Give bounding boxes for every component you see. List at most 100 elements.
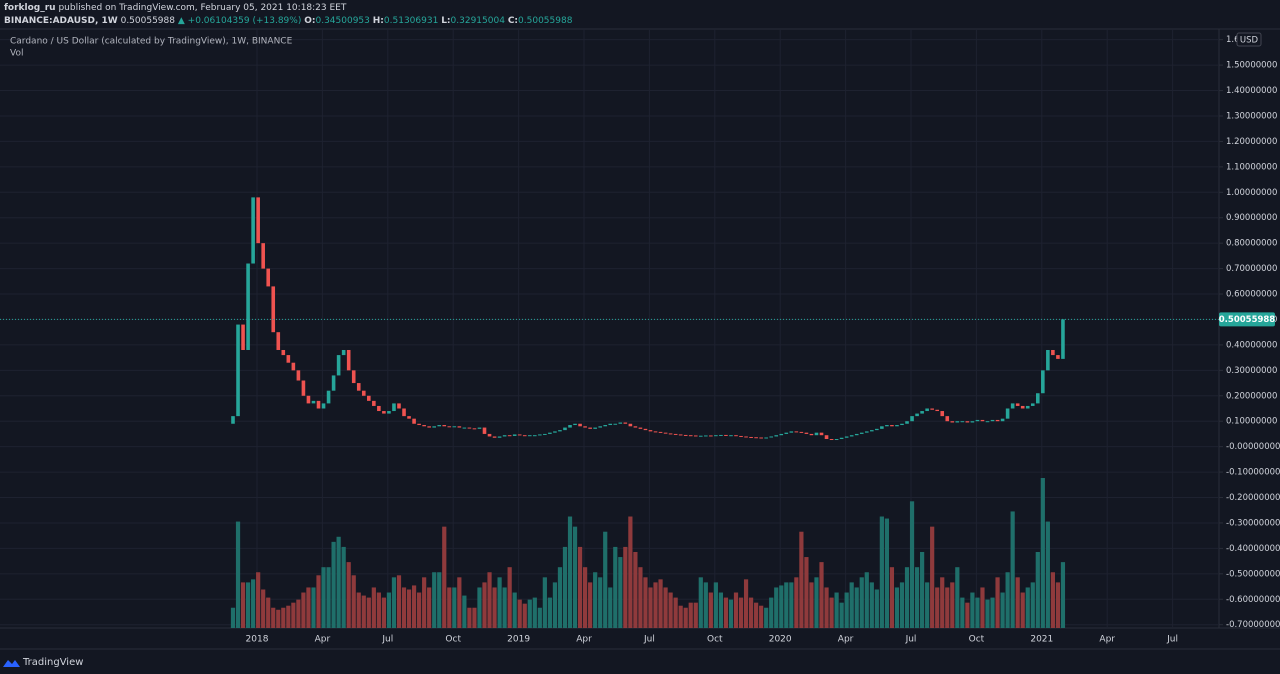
candle [950,421,955,423]
volume-bar [718,592,724,628]
currency: USD [1240,36,1259,46]
candle [890,425,894,427]
volume-bar [487,572,492,628]
volume-bar [291,602,296,628]
candle [321,403,326,409]
volume-bar [547,597,552,628]
volume-bar [935,587,940,628]
volume-bar [789,582,794,628]
price: 0.50055988 [121,16,176,26]
grid [0,29,1219,628]
volume-bar [396,575,402,628]
author: forklog_ru [4,3,56,13]
volume-bar [899,582,905,628]
volume-bar [633,551,638,628]
volume-bar [613,546,618,628]
volume-bar [804,557,809,628]
candle [1025,405,1030,409]
x-tick-label: 2021 [1030,635,1053,645]
candle [643,428,648,431]
candle [880,426,884,429]
candle [341,349,346,356]
x-tick-label: 2019 [507,635,530,645]
volume-bar [507,567,512,628]
volume-bar [668,592,673,628]
candle [462,427,467,429]
volume-bar [1045,521,1050,628]
currency-box [1236,32,1262,47]
volume-bar [562,546,568,628]
volume-bar [452,587,457,628]
candle [759,437,763,439]
candle [568,425,572,428]
x-tick-label: Jul [1166,635,1178,645]
candle [829,439,834,441]
candle [900,423,904,426]
candle [266,268,271,287]
volume-bar [754,602,759,628]
volume-bar [401,587,407,628]
candle [784,432,789,434]
volume-bar [925,582,930,628]
volume-bar [713,582,718,628]
candle [442,425,447,427]
candle [683,434,688,436]
candle [361,390,366,396]
open-label: O: [304,16,315,26]
volume-bar [643,577,648,628]
y-tick-label: 1.20000000 [1226,137,1277,147]
candle [824,435,829,440]
candle [1010,403,1015,409]
candle [985,421,990,423]
candle [412,418,416,424]
low-label: L: [441,16,450,26]
volume-bar [598,577,603,628]
volume-bar [366,597,371,628]
candle [1015,403,1020,406]
volume-bar [628,516,633,628]
volume-bar [990,597,995,628]
symbol: BINANCE:ADAUSD, 1W [4,16,118,26]
candle [437,425,442,427]
candle [693,435,698,437]
volume-bar [774,587,779,628]
volume-bar [311,587,316,628]
volume-bar [799,531,804,628]
volume-bar [764,607,769,628]
volume-bar [437,572,442,628]
volume-bar [371,587,376,628]
candle [417,423,421,426]
candle [281,349,286,356]
candle [980,419,985,422]
candle [397,403,401,409]
candle [422,425,426,427]
candle [623,422,628,424]
candle [935,409,939,412]
volume-bar [406,589,412,628]
x-tick-label: Apr [315,635,331,645]
candle [558,430,562,432]
y-tick-label: 1.40000000 [1226,86,1277,96]
volume-bar [281,607,286,628]
volume-bar [235,521,241,628]
candle [346,349,351,371]
volume-bar [331,541,336,628]
volume-bar [608,587,613,628]
candle [482,427,487,434]
candle [779,433,784,436]
candle [618,422,623,424]
volume-bar [306,587,311,628]
candle [527,435,532,437]
volume-bar [251,579,256,628]
volume-bar [346,562,351,628]
volume-bar [779,585,784,628]
volume-bar [648,587,653,628]
volume-bar [859,577,864,628]
y-tick-label: 0.20000000 [1226,391,1277,401]
last-price-label: 0.50055988 [1219,315,1276,325]
candle [598,426,602,428]
candle [372,400,376,406]
candle [839,437,844,440]
volume-bar [834,592,839,628]
